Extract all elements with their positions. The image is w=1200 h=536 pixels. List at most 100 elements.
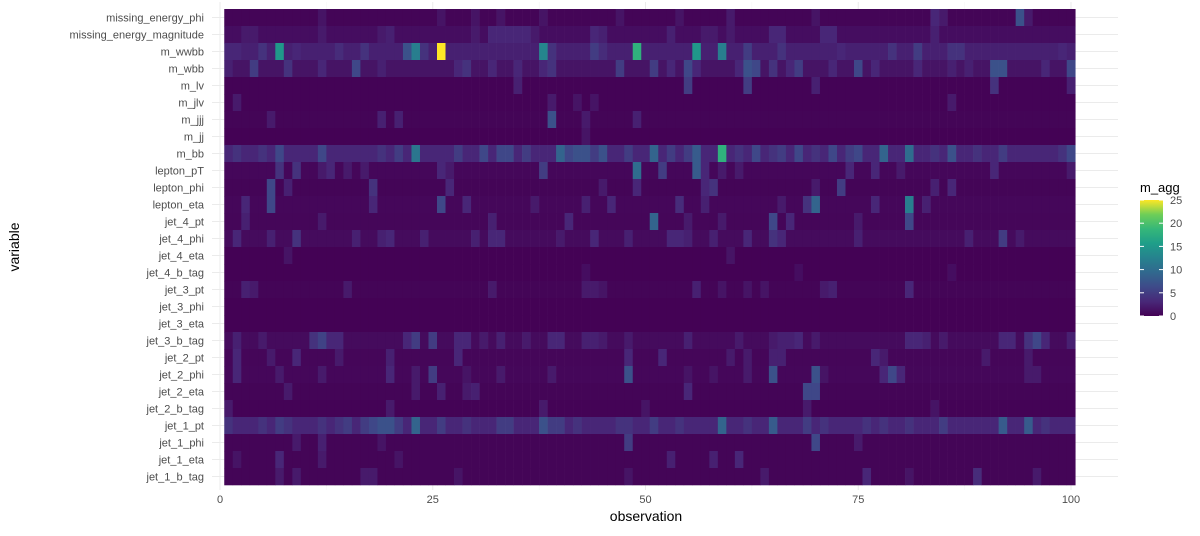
heatmap-cell — [343, 434, 353, 452]
heatmap-cell — [1024, 281, 1033, 299]
heatmap-cell — [930, 366, 940, 384]
heatmap-cell — [556, 213, 565, 231]
heatmap-cell — [819, 298, 829, 316]
heatmap-cell — [394, 247, 404, 265]
heatmap-cell — [990, 94, 999, 112]
heatmap-cell — [734, 94, 744, 112]
heatmap-cell — [488, 434, 497, 452]
heatmap-cell — [368, 451, 378, 469]
heatmap-cell — [241, 26, 251, 44]
heatmap-cell — [632, 111, 642, 129]
heatmap-cell — [437, 315, 446, 333]
heatmap-cell — [360, 434, 370, 452]
heatmap-cell — [539, 196, 548, 214]
heatmap-cell — [615, 196, 625, 214]
heatmap-cell — [981, 332, 991, 350]
heatmap-cell — [1066, 247, 1076, 265]
heatmap-cell — [488, 366, 497, 384]
heatmap-cell — [556, 434, 565, 452]
heatmap-cell — [998, 179, 1008, 197]
heatmap-cell — [819, 451, 829, 469]
heatmap-cell — [326, 332, 336, 350]
heatmap-cell — [896, 434, 906, 452]
heatmap-cell — [1015, 128, 1025, 146]
heatmap-cell — [666, 400, 676, 418]
heatmap-cell — [249, 77, 259, 95]
heatmap-cell — [1024, 315, 1033, 333]
heatmap-cell — [309, 332, 319, 350]
heatmap-cell — [232, 196, 242, 214]
heatmap-cell — [811, 128, 821, 146]
heatmap-cell — [437, 213, 446, 231]
heatmap-cell — [819, 434, 829, 452]
heatmap-cell — [828, 9, 838, 27]
heatmap-cell — [419, 366, 429, 384]
heatmap-cell — [649, 264, 659, 282]
heatmap-cell — [437, 264, 446, 282]
heatmap-cell — [973, 298, 982, 316]
heatmap-cell — [1058, 451, 1068, 469]
heatmap-cell — [658, 213, 668, 231]
heatmap-cell — [700, 298, 710, 316]
heatmap-cell — [743, 179, 753, 197]
heatmap-cell — [836, 77, 846, 95]
heatmap-cell — [530, 43, 540, 61]
heatmap-cell — [930, 179, 940, 197]
heatmap-cell — [956, 434, 965, 452]
heatmap-cell — [471, 315, 480, 333]
heatmap-cell — [266, 451, 276, 469]
heatmap-cell — [224, 230, 234, 248]
heatmap-cell — [377, 9, 387, 27]
heatmap-cell — [802, 400, 812, 418]
heatmap-cell — [411, 128, 421, 146]
heatmap-cell — [794, 264, 804, 282]
heatmap-cell — [632, 451, 642, 469]
heatmap-cell — [590, 247, 599, 265]
heatmap-cell — [794, 417, 804, 435]
heatmap-cell — [956, 417, 965, 435]
heatmap-cell — [828, 196, 838, 214]
heatmap-cell — [1041, 145, 1051, 163]
heatmap-cell — [360, 383, 370, 401]
heatmap-cell — [675, 349, 685, 367]
heatmap-cell — [802, 298, 812, 316]
heatmap-cell — [377, 417, 387, 435]
heatmap-cell — [641, 111, 651, 129]
heatmap-cell — [419, 111, 429, 129]
heatmap-cell — [351, 264, 361, 282]
heatmap-cell — [624, 26, 634, 44]
heatmap-cell — [360, 281, 370, 299]
heatmap-cell — [496, 315, 506, 333]
heatmap-cell — [360, 349, 370, 367]
heatmap-cell — [411, 26, 421, 44]
heatmap-cell — [590, 281, 599, 299]
heatmap-cell — [956, 366, 965, 384]
heatmap-cell — [947, 94, 957, 112]
heatmap-cell — [598, 26, 608, 44]
heatmap-cell — [845, 366, 855, 384]
heatmap-cell — [428, 451, 438, 469]
heatmap-cell — [385, 434, 395, 452]
heatmap-cell — [411, 434, 421, 452]
heatmap-cell — [675, 43, 685, 61]
heatmap-cell — [598, 43, 608, 61]
heatmap-cell — [275, 94, 285, 112]
heatmap-cell — [326, 417, 336, 435]
heatmap-cell — [590, 332, 599, 350]
heatmap-cell — [913, 264, 923, 282]
heatmap-cell — [615, 145, 625, 163]
heatmap-cell — [445, 468, 455, 486]
heatmap-cell — [530, 94, 540, 112]
heatmap-cell — [462, 315, 472, 333]
heatmap-cell — [811, 315, 821, 333]
heatmap-cell — [530, 247, 540, 265]
heatmap-cell — [454, 298, 463, 316]
heatmap-cell — [334, 281, 344, 299]
heatmap-cell — [1066, 230, 1076, 248]
heatmap-cell — [743, 451, 753, 469]
heatmap-cell — [939, 60, 948, 78]
heatmap-cell — [794, 332, 804, 350]
heatmap-cell — [445, 60, 455, 78]
heatmap-cell — [717, 196, 727, 214]
heatmap-cell — [896, 247, 906, 265]
